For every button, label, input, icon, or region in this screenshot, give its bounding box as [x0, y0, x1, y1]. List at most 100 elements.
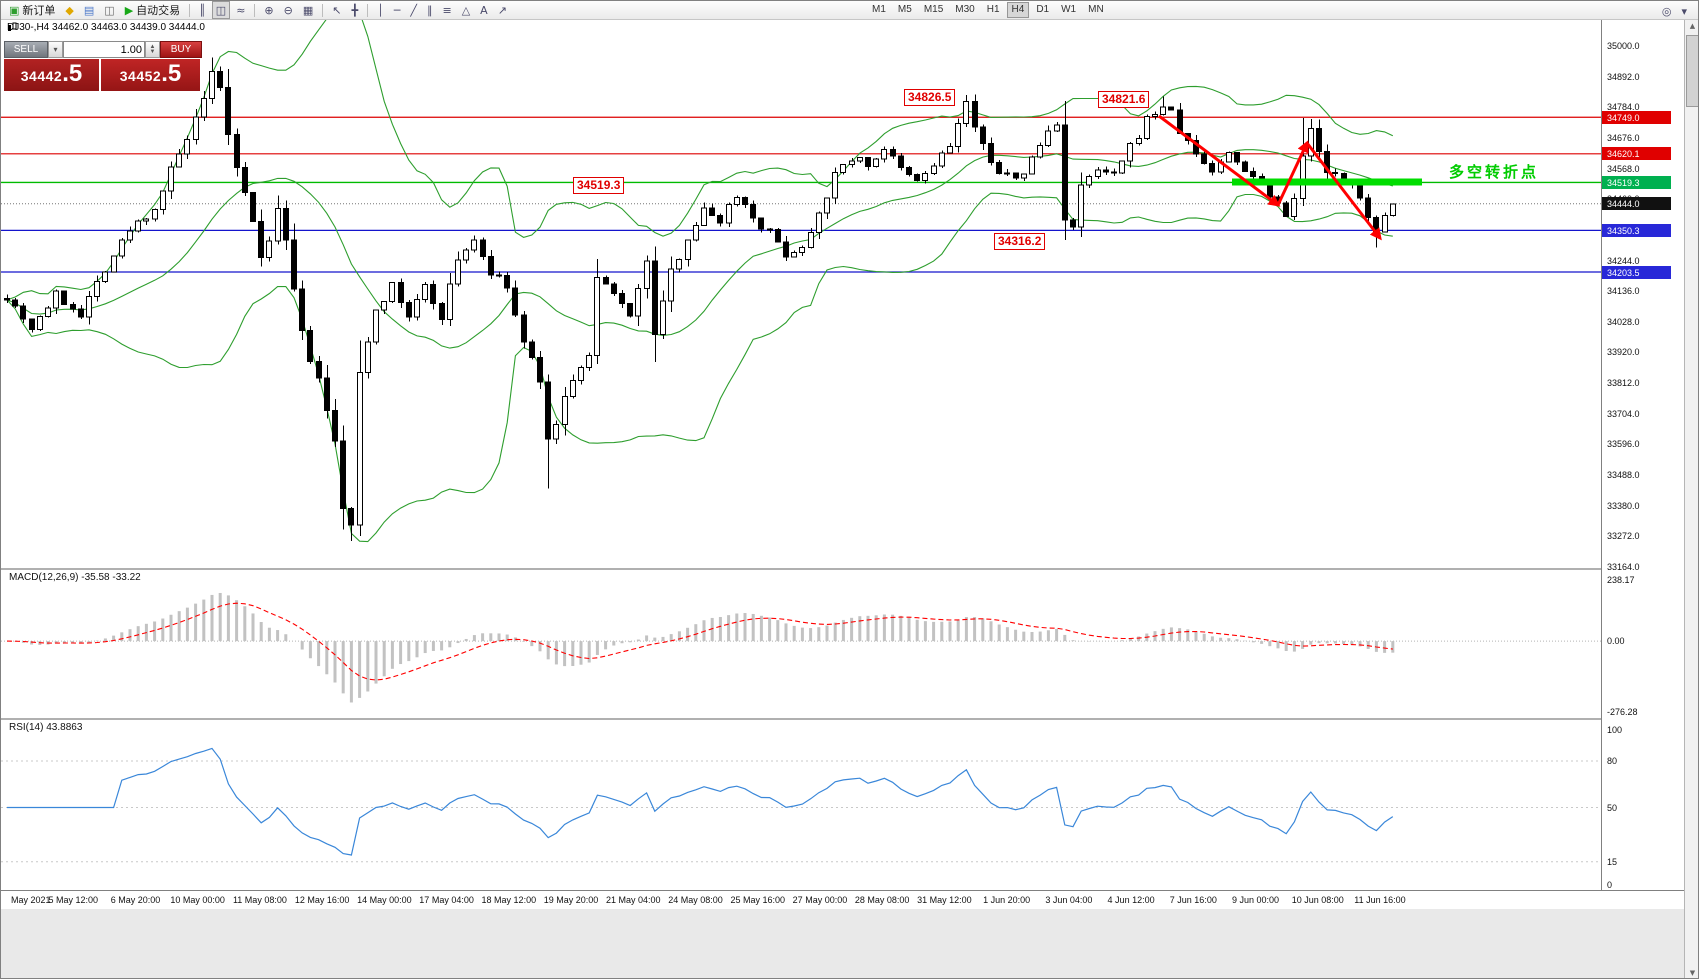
vertical-line-button[interactable]: │ — [373, 1, 388, 19]
candle-body — [775, 228, 781, 243]
price-axis[interactable]: 35000.034892.034784.034676.034568.034460… — [1601, 19, 1685, 890]
sell-price-box[interactable]: 34442.5 — [4, 59, 99, 91]
auto-trading-icon: ▶ — [124, 3, 134, 17]
bar-chart-button[interactable]: ║ — [195, 1, 210, 19]
scroll-up-icon[interactable]: ▲ — [1689, 22, 1696, 30]
arrows-tool-button[interactable]: ↗ — [494, 1, 511, 19]
candle-body — [1013, 172, 1019, 179]
market-watch-button[interactable]: ◆ — [61, 1, 77, 19]
time-axis-label: 11 Jun 16:00 — [1354, 895, 1406, 905]
horizontal-line-button[interactable]: ─ — [390, 1, 405, 19]
new-order-icon: ▣ — [9, 3, 20, 17]
price-callout[interactable]: 34316.2 — [994, 233, 1046, 250]
candle-body — [422, 283, 428, 300]
tile-windows-button[interactable]: ▦ — [299, 1, 317, 19]
candles-layer — [4, 57, 1396, 542]
trend-arrow[interactable] — [1158, 114, 1281, 207]
window-bottom-area — [1, 908, 1684, 978]
bollinger-band-line — [6, 19, 1394, 301]
timeframe-h4-button[interactable]: H4 — [1006, 2, 1030, 18]
scrollbar-thumb[interactable] — [1686, 35, 1698, 107]
turning-point-note[interactable]: 多空转折点 — [1449, 164, 1540, 181]
candle-body — [86, 295, 92, 318]
candle-body — [726, 203, 732, 224]
candle-body — [504, 274, 510, 289]
text-label-button[interactable]: A — [476, 1, 492, 19]
timeframe-m5-button[interactable]: M5 — [897, 4, 912, 15]
zoom-out-button[interactable]: ⊖ — [280, 1, 297, 19]
rsi-splitter[interactable] — [1, 718, 1684, 720]
price-callout[interactable]: 34519.3 — [573, 177, 625, 194]
trendline-button[interactable]: ╱ — [406, 1, 421, 19]
macd-panel-canvas[interactable] — [1, 570, 1601, 718]
candle-body — [562, 396, 568, 426]
toolbar-separator — [189, 3, 191, 17]
candle-body — [996, 161, 1002, 175]
data-window-button[interactable]: ▤ — [80, 1, 98, 19]
spin-down-icon: ▼ — [149, 48, 156, 55]
time-axis-label: May 2021 — [11, 895, 51, 905]
auto-trading-button[interactable]: ▶ 自动交易 — [121, 1, 184, 19]
fibonacci-button[interactable]: ≡ — [438, 1, 455, 19]
timeframe-m15-button[interactable]: M15 — [923, 4, 944, 15]
candle-body — [1045, 130, 1051, 146]
trend-arrow[interactable] — [1276, 140, 1309, 206]
timeframe-m30-button[interactable]: M30 — [955, 4, 975, 15]
timeframe-h1-button[interactable]: H1 — [986, 4, 1000, 15]
rsi-panel-canvas[interactable] — [1, 720, 1601, 890]
volume-input[interactable] — [63, 41, 145, 58]
macd-splitter[interactable] — [1, 568, 1684, 570]
search-icon[interactable]: ◎ — [1661, 4, 1672, 18]
candle-body — [398, 282, 404, 303]
candle-body — [750, 203, 756, 219]
time-axis[interactable]: May 2021 5 May 12:00 6 May 20:00 10 May 00:… — [1, 890, 1684, 909]
vertical-scrollbar[interactable]: ▲ ▼ — [1684, 19, 1698, 978]
price-callout[interactable]: 34826.5 — [904, 89, 956, 106]
quick-nav-icon[interactable]: ▾ — [1681, 4, 1687, 18]
candle-body — [914, 174, 920, 182]
shapes-button[interactable]: △ — [458, 1, 474, 19]
price-axis-tick: 33920.0 — [1607, 347, 1640, 358]
buy-price-box[interactable]: 34452.5 — [101, 59, 200, 91]
zoom-in-button[interactable]: ⊕ — [260, 1, 277, 19]
navigator-button[interactable]: ◫ — [100, 1, 118, 19]
buy-button[interactable]: BUY — [160, 41, 202, 58]
new-order-button[interactable]: ▣ 新订单 — [5, 1, 59, 19]
timeframe-w1-button[interactable]: W1 — [1061, 4, 1077, 15]
time-axis-label: 10 Jun 08:00 — [1291, 895, 1344, 905]
price-callout[interactable]: 34821.6 — [1098, 91, 1150, 108]
line-chart-button[interactable]: ≈ — [232, 1, 249, 19]
time-axis-label: 25 May 16:00 — [730, 895, 785, 905]
price-tag: 34519.3 — [1602, 175, 1671, 189]
trade-controls-row: SELL ▾ ▲▼ BUY — [4, 41, 202, 58]
candle-body — [471, 239, 477, 251]
rsi-line — [7, 747, 1394, 856]
timeframe-d1-button[interactable]: D1 — [1036, 4, 1050, 15]
candle-body — [111, 255, 117, 273]
timeframe-mn-button[interactable]: MN — [1088, 4, 1104, 15]
candle-body — [439, 302, 445, 321]
sell-button[interactable]: SELL — [4, 41, 48, 58]
price-axis-tick: 33380.0 — [1607, 500, 1640, 511]
toolbar-separator — [254, 3, 256, 17]
candle-body — [1332, 171, 1338, 175]
main-chart-canvas[interactable] — [1, 19, 1601, 568]
candle-body — [627, 303, 633, 317]
trend-arrow[interactable] — [1305, 142, 1382, 241]
buy-price-frac: .5 — [161, 60, 182, 87]
zoom-out-icon: ⊖ — [283, 3, 293, 17]
candle-body — [1021, 173, 1027, 179]
price-tag: 34620.1 — [1602, 147, 1671, 161]
candlestick-chart-button[interactable]: ◫ — [211, 1, 231, 19]
toolbar-right-group: ◎ ▾ — [1657, 2, 1692, 20]
candle-body — [1037, 144, 1043, 158]
scroll-down-icon[interactable]: ▼ — [1689, 969, 1696, 977]
volume-stepper[interactable]: ▲ ▼ — [145, 41, 160, 58]
candle-body — [234, 133, 240, 169]
cursor-button[interactable]: ↖ — [328, 1, 345, 19]
order-type-dropdown[interactable]: ▾ — [48, 41, 63, 58]
equidistant-channel-button[interactable]: ∥ — [423, 1, 437, 19]
timeframe-m1-button[interactable]: M1 — [872, 4, 886, 15]
candle-body — [20, 305, 26, 320]
crosshair-button[interactable]: ╋ — [347, 1, 362, 19]
